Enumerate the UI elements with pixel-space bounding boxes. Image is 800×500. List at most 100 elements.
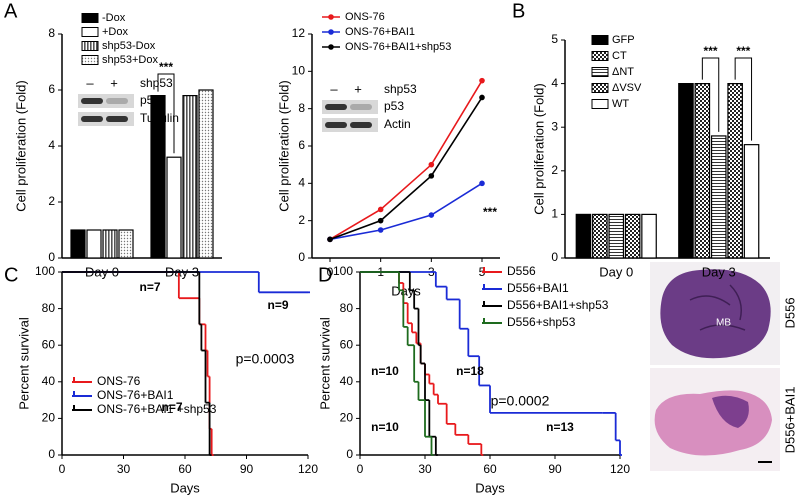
blot-label: shp53 — [384, 82, 417, 96]
blot-band — [325, 122, 347, 128]
annotation: n=10 — [371, 420, 399, 434]
annotation: n=18 — [456, 364, 484, 378]
x-tick-label: 120 — [610, 462, 630, 476]
blot-lane: + — [110, 75, 118, 90]
blot-band — [350, 122, 372, 128]
region-label: MB — [716, 318, 731, 329]
y-tick-label: 0 — [346, 447, 353, 461]
x-tick-label: 0 — [357, 462, 364, 476]
legend-label: -Dox — [102, 12, 126, 24]
annotation: n=7 — [139, 280, 160, 294]
x-tick-label: Day 0 — [599, 264, 633, 279]
point — [377, 206, 384, 213]
bar — [182, 94, 198, 259]
point — [479, 94, 485, 101]
bar — [166, 156, 182, 259]
y-axis-label: Percent survival — [16, 317, 31, 410]
blot-band-label: Actin — [384, 117, 411, 131]
legend-label: ONS-76+BAI1 — [97, 388, 174, 402]
legend-swatch — [81, 41, 99, 51]
x-tick-label: 60 — [483, 462, 497, 476]
y-tick-label: 60 — [42, 337, 56, 351]
y-tick-label: 4 — [551, 76, 558, 90]
y-tick-label: 80 — [42, 301, 56, 315]
bar — [641, 213, 657, 259]
point — [327, 236, 333, 243]
line — [329, 97, 483, 241]
blot-label: shp53 — [140, 76, 173, 90]
blot-band-label: p53 — [140, 93, 160, 107]
y-tick-label: 1 — [551, 207, 558, 221]
blot-lane: – — [86, 75, 94, 90]
legend-label: WT — [612, 98, 629, 110]
legend-label: D556+shp53 — [507, 315, 576, 329]
y-tick-label: 0 — [298, 250, 305, 264]
bar — [118, 229, 134, 259]
blot-band-label: p53 — [384, 99, 404, 113]
y-tick-label: 12 — [292, 26, 306, 40]
y-axis-label: Cell proliferation (Fold) — [13, 80, 28, 212]
y-axis-label: Cell proliferation (Fold) — [531, 83, 546, 215]
panel-label: B — [512, 0, 525, 22]
bar — [198, 89, 214, 259]
bar — [678, 82, 694, 259]
annotation: *** — [483, 205, 497, 219]
legend-swatch — [591, 51, 609, 61]
bar — [150, 94, 166, 259]
annotation: n=9 — [267, 298, 288, 312]
legend-label: CT — [612, 50, 627, 62]
legend-label: ONS-76+BAI1 — [345, 26, 415, 38]
y-tick-label: 100 — [333, 264, 353, 278]
blot-band — [81, 116, 103, 122]
annotation: n=7 — [161, 400, 182, 414]
point — [428, 173, 435, 179]
blot-band — [106, 98, 128, 104]
point — [428, 161, 435, 168]
tissue-fold — [689, 284, 746, 331]
x-tick-label: Day 3 — [702, 264, 736, 279]
blot-band — [81, 98, 103, 104]
legend-marker — [328, 29, 334, 35]
bar — [608, 213, 625, 259]
annotation: n=10 — [371, 364, 399, 378]
y-tick-label: 5 — [551, 32, 558, 46]
y-tick-label: 80 — [340, 301, 354, 315]
x-tick-label: 90 — [548, 462, 562, 476]
legend-label: shp53+Dox — [102, 54, 158, 66]
blot-band — [106, 116, 128, 122]
x-tick-label: 90 — [240, 462, 254, 476]
y-axis-label: Percent survival — [317, 317, 332, 410]
image-label: D556+BAI1 — [782, 387, 797, 454]
x-axis-label: Days — [475, 480, 505, 495]
image-label: D556 — [782, 297, 797, 328]
panel-label: A — [4, 0, 18, 22]
x-axis-label: Days — [170, 480, 200, 495]
y-tick-label: 3 — [551, 119, 558, 133]
y-tick-label: 6 — [298, 138, 305, 152]
y-tick-label: 20 — [42, 411, 56, 425]
y-tick-label: 0 — [551, 250, 558, 264]
bar — [694, 82, 711, 259]
y-tick-label: 0 — [48, 250, 55, 264]
legend-label: D556+BAI1 — [507, 281, 569, 295]
panel-label: C — [4, 264, 18, 286]
line — [329, 182, 483, 241]
legend-swatch — [81, 55, 99, 65]
x-tick-label: 60 — [178, 462, 192, 476]
legend-label: ΔVSV — [612, 82, 642, 94]
line — [329, 80, 483, 241]
legend-label: ONS-76+BAI1 +shp53 — [97, 402, 217, 416]
annotation: p=0.0003 — [236, 351, 295, 367]
point — [428, 212, 435, 218]
y-tick-label: 2 — [298, 213, 305, 227]
tumor — [712, 395, 749, 428]
bar — [710, 135, 727, 259]
bar — [592, 213, 608, 259]
blot-band-label: Tubulin — [140, 111, 179, 125]
y-tick-label: 6 — [48, 82, 55, 96]
legend-label: ΔNT — [612, 66, 634, 78]
x-tick-label: 30 — [418, 462, 432, 476]
y-axis-label: Cell proliferation (Fold) — [276, 80, 291, 212]
annotation: n=13 — [546, 420, 574, 434]
y-tick-label: 4 — [48, 138, 55, 152]
